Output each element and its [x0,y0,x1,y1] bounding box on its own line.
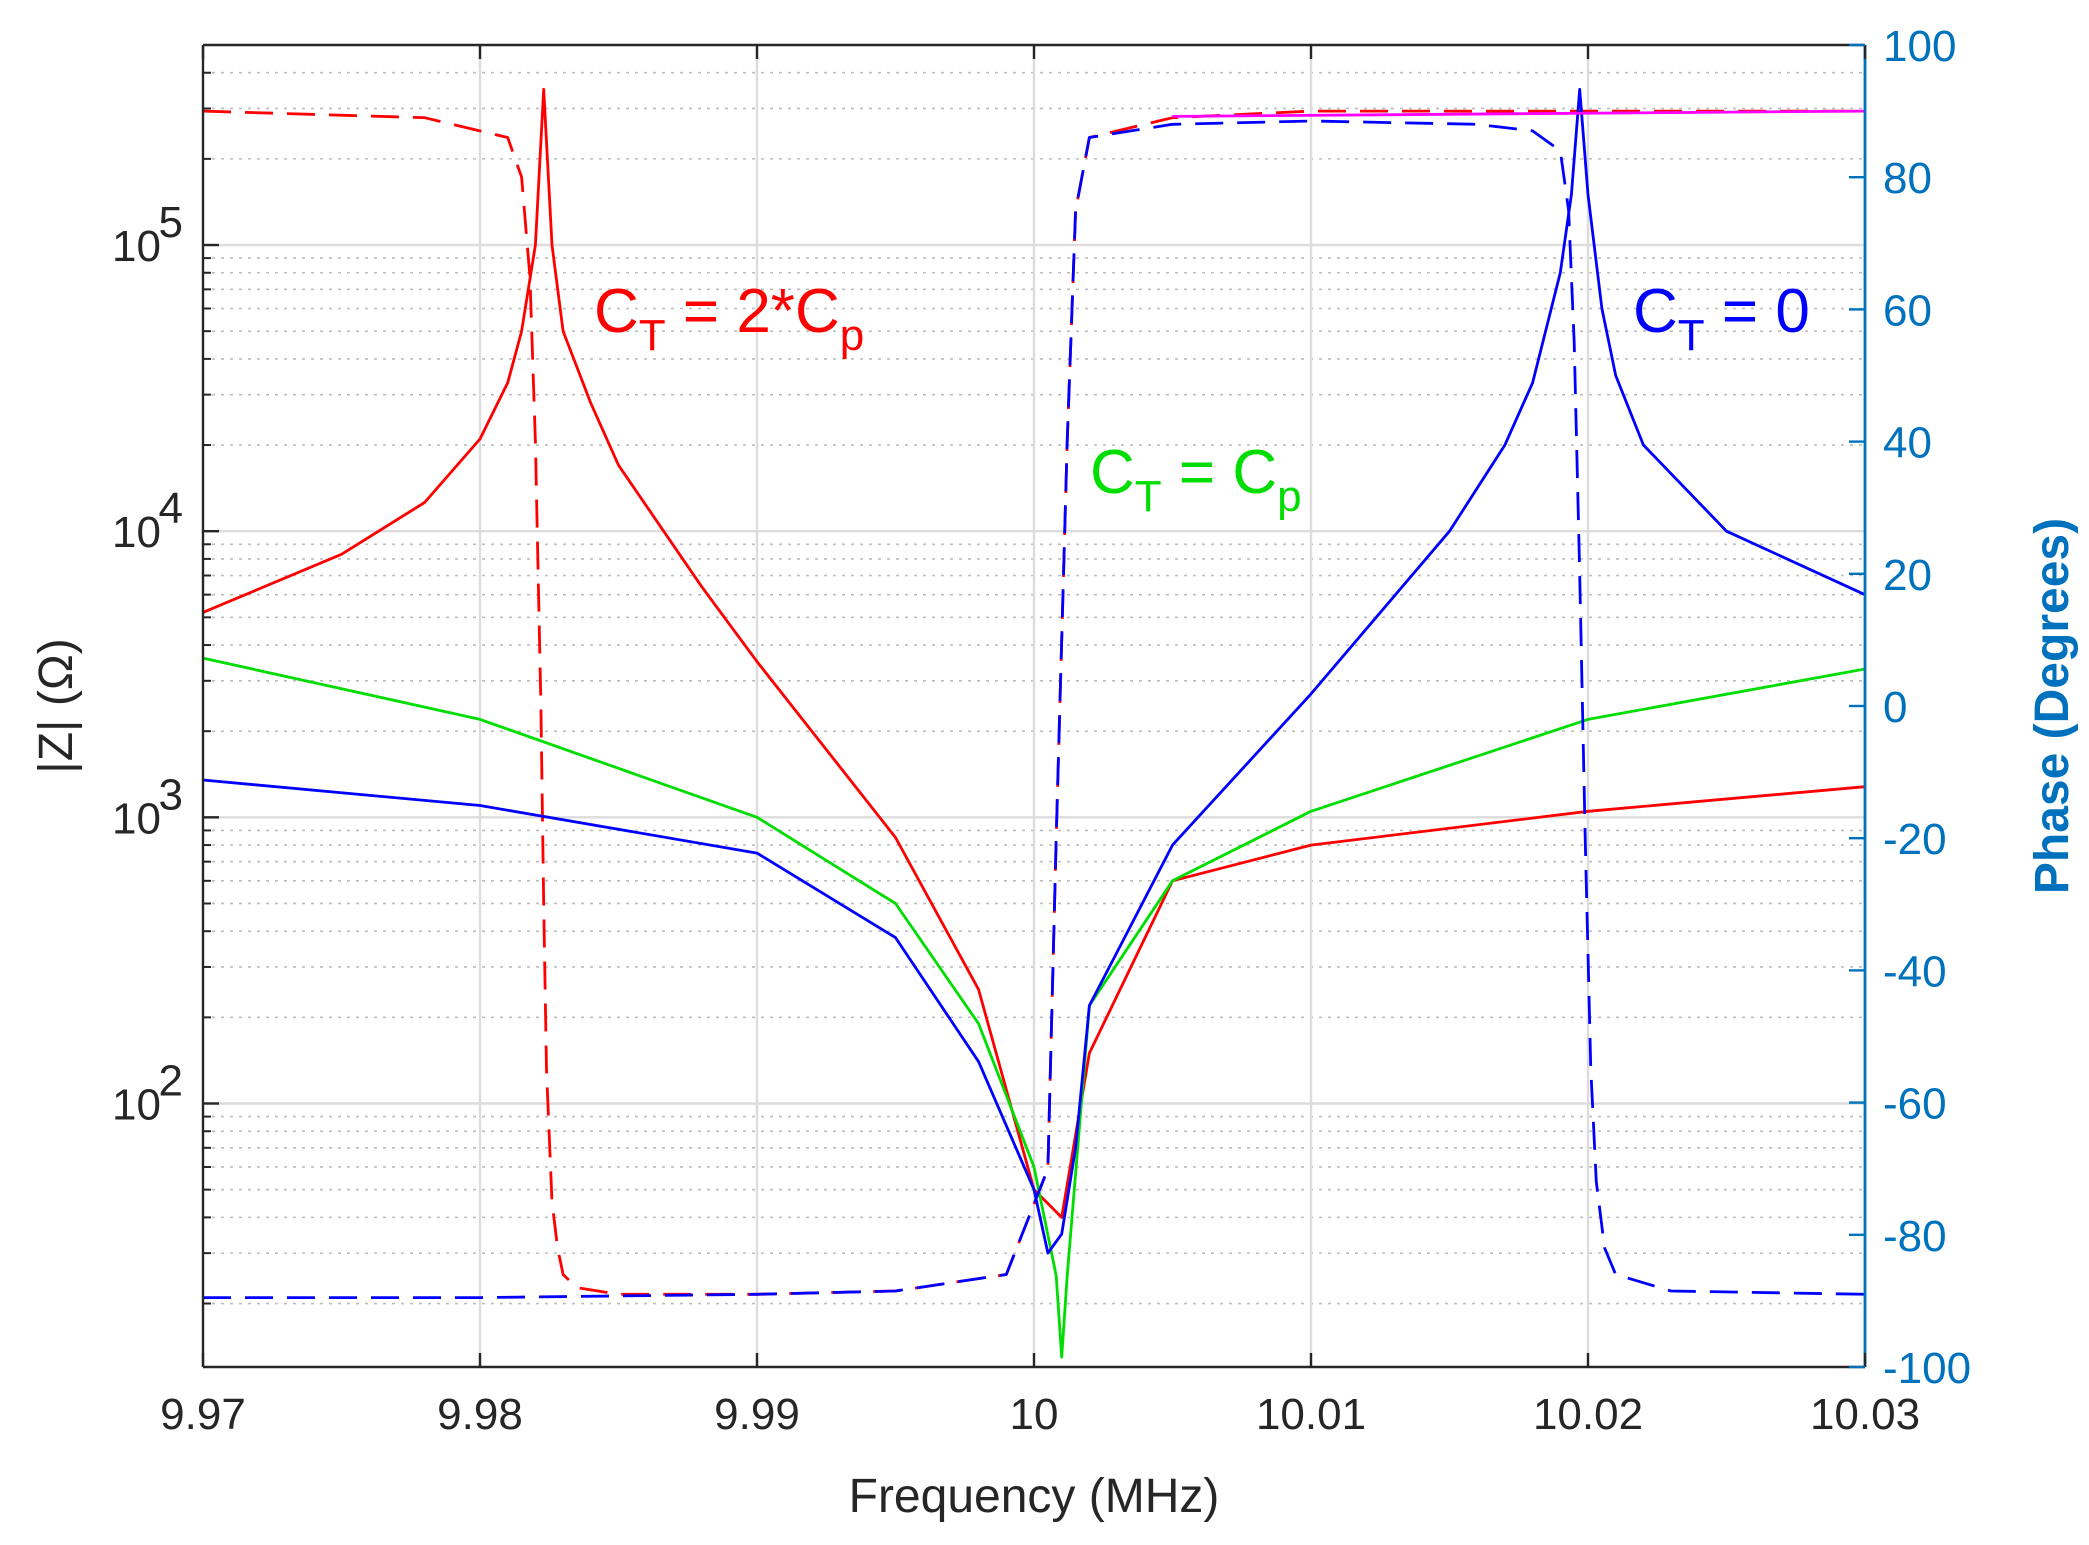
y-right-tick-label: -100 [1883,1344,1971,1393]
major-grid [203,45,1865,1367]
y-right-tick-label: 100 [1883,22,1956,71]
axes-layer [201,43,1867,1369]
series-line-5 [1172,109,1866,118]
x-tick-label: 10.03 [1810,1390,1920,1439]
x-tick-label: 10 [1010,1390,1059,1439]
y-left-tick-exponent: 2 [159,1056,183,1105]
series-line-4 [203,119,1866,1299]
x-tick-label: 9.98 [437,1390,523,1439]
y-left-tick-label: 10 [112,794,161,843]
series-line-2 [202,656,1866,1359]
x-tick-label: 9.99 [714,1390,800,1439]
y-right-tick-label: -60 [1883,1080,1947,1129]
y-left-tick-exponent: 4 [159,484,183,533]
x-axis-title: Frequency (MHz) [849,1470,1220,1523]
y-right-tick-label: 20 [1883,551,1932,600]
y-right-tick-label: 0 [1883,683,1907,732]
annotation-ct-cp: CT = Cp [1090,438,1302,521]
y-right-tick-labels: -100 -80 -60 -40 -20 0 20 40 60 80 100 [1883,22,1971,1393]
x-tick-label: 10.01 [1256,1390,1366,1439]
y-left-tick-exponent: 3 [159,770,183,819]
y-right-tick-label: -80 [1883,1212,1947,1261]
y-right-tick-label: 60 [1883,286,1932,335]
y-right-tick-label: 40 [1883,419,1932,468]
y-right-axis-title: Phase (Degrees) [2026,518,2079,894]
y-left-tick-label: 10 [112,222,161,271]
y-left-tick-exponent: 5 [159,198,183,247]
y-right-tick-label: -20 [1883,815,1947,864]
y-right-tick-label: -40 [1883,947,1947,996]
x-tick-labels: 9.97 9.98 9.99 10 10.01 10.02 10.03 [160,1390,1920,1439]
annotation-ct-0: CT = 0 [1633,277,1810,360]
series-line-3 [202,87,1866,1255]
y-right-tick-label: 80 [1883,154,1932,203]
annotation-ct-2cp: CT = 2*Cp [594,277,864,360]
y-left-tick-label: 10 [112,508,161,557]
series-layer [202,87,1866,1359]
y-left-axis-title: |Z| (Ω) [30,638,83,773]
y-left-tick-label: 10 [112,1080,161,1129]
x-tick-label: 9.97 [160,1390,246,1439]
x-tick-label: 10.02 [1533,1390,1643,1439]
series-line-0 [202,87,1866,1219]
